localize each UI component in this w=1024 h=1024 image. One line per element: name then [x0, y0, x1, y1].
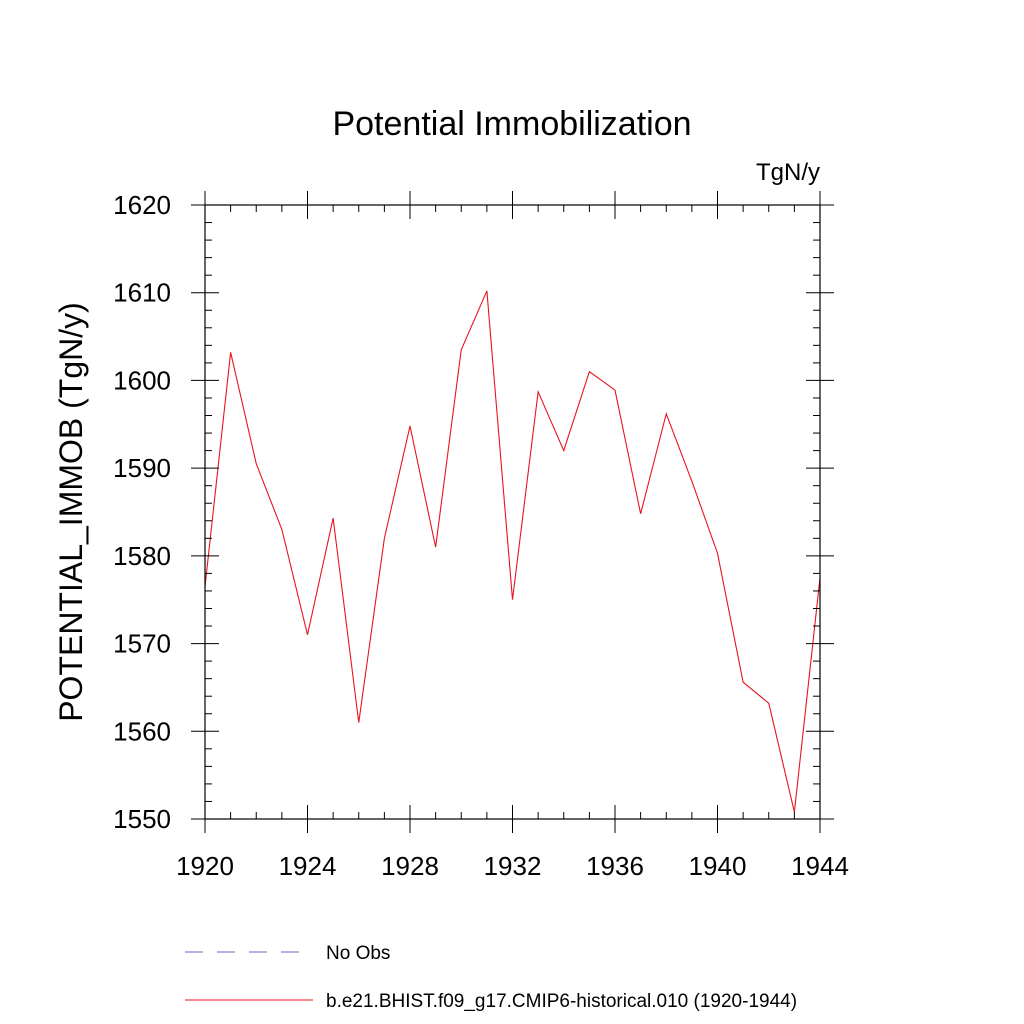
x-tick-label: 1932: [484, 851, 542, 881]
x-tick-label: 1928: [381, 851, 439, 881]
axes: 1920 1924 1928 1932 1936 1940 1944 1550 1560 1570…: [113, 190, 849, 881]
x-tick-label: 1944: [791, 851, 849, 881]
y-tick-label: 1570: [113, 629, 171, 659]
x-tick-label: 1936: [586, 851, 644, 881]
y-axis-label: POTENTIAL_IMMOB (TgN/y): [53, 302, 89, 722]
y-tick-label: 1580: [113, 541, 171, 571]
legend-label: b.e21.BHIST.f09_g17.CMIP6-historical.010…: [326, 991, 797, 1012]
x-tick-label: 1940: [689, 851, 747, 881]
plot-area: [204, 290, 821, 813]
y-tick-label: 1550: [113, 804, 171, 834]
y-tick-label: 1620: [113, 190, 171, 220]
y-tick-label: 1560: [113, 716, 171, 746]
plot-frame: [204, 204, 821, 820]
series-line: [204, 290, 821, 813]
legend-label: No Obs: [326, 943, 390, 964]
y-tick-label: 1600: [113, 365, 171, 395]
x-tick-label: 1924: [279, 851, 337, 881]
legend: No Obs b.e21.BHIST.f09_g17.CMIP6-historic…: [185, 943, 797, 1012]
units-label: TgN/y: [756, 159, 820, 186]
x-tick-label: 1920: [176, 851, 234, 881]
y-tick-label: 1590: [113, 453, 171, 483]
chart-title: Potential Immobilization: [332, 105, 691, 143]
y-tick-label: 1610: [113, 278, 171, 308]
